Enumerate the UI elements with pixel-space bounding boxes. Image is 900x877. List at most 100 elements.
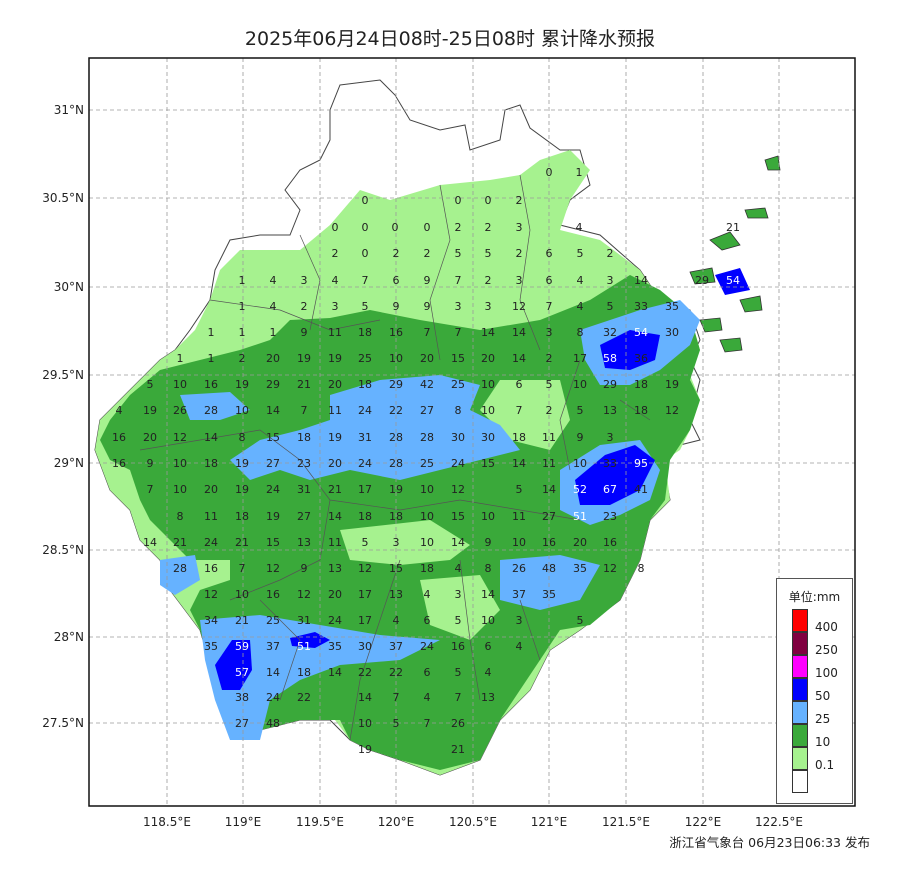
rain-area-blue [600,330,660,370]
station-value: 11 [542,457,556,470]
rain-area-blue5 [715,268,750,295]
station-value: 8 [577,326,584,339]
legend-label: 10 [815,735,831,749]
station-value: 19 [266,510,280,523]
station-value: 24 [328,614,342,627]
station-value: 95 [634,457,648,470]
station-value: 9 [424,274,431,287]
station-value: 28 [420,431,434,444]
station-value: 7 [424,717,431,730]
station-value: 37 [512,588,526,601]
y-tick-label: 31°N [54,103,84,117]
station-value: 14 [451,536,465,549]
station-value: 10 [235,404,249,417]
station-value: 19 [358,743,372,756]
station-value: 5 [362,536,369,549]
station-value: 32 [603,326,617,339]
station-value: 17 [358,614,372,627]
station-value: 9 [424,300,431,313]
station-value: 10 [420,483,434,496]
station-value: 14 [542,483,556,496]
station-value: 3 [607,431,614,444]
map-frame [88,57,856,807]
station-value: 3 [455,300,462,313]
station-value: 54 [634,326,648,339]
station-value: 3 [332,300,339,313]
station-value: 14 [512,326,526,339]
station-value: 31 [297,614,311,627]
station-value: 31 [297,483,311,496]
station-value: 20 [420,352,434,365]
station-value: 0 [362,194,369,207]
station-value: 0 [362,247,369,260]
station-value: 19 [235,483,249,496]
station-value: 4 [270,300,277,313]
station-value: 4 [577,274,584,287]
y-axis-ticks: 31°N 30.5°N 30°N 29.5°N 29°N 28.5°N 28°N 27.5°N [42,103,84,730]
station-value: 28 [389,431,403,444]
station-value: 13 [328,562,342,575]
station-value: 57 [235,666,249,679]
station-value: 10 [420,510,434,523]
station-value: 14 [204,431,218,444]
station-value: 19 [235,457,249,470]
station-value: 14 [328,510,342,523]
station-value: 7 [546,300,553,313]
station-value: 11 [328,404,342,417]
station-value: 41 [634,483,648,496]
station-value: 19 [665,378,679,391]
station-value: 7 [362,274,369,287]
station-value: 10 [573,378,587,391]
station-value: 20 [204,483,218,496]
station-value: 24 [420,640,434,653]
legend-label: 25 [815,712,831,726]
station-value: 8 [638,562,645,575]
island-group [689,155,781,353]
station-value: 0 [332,221,339,234]
station-value: 18 [235,510,249,523]
station-value: 2 [393,247,400,260]
station-value: 14 [358,691,372,704]
station-value: 20 [573,536,587,549]
station-value: 1 [270,326,277,339]
station-value: 30 [451,431,465,444]
station-value: 7 [455,691,462,704]
station-value: 15 [451,510,465,523]
station-value: 27 [235,717,249,730]
station-value: 9 [301,326,308,339]
station-value: 48 [266,717,280,730]
station-value: 38 [235,691,249,704]
station-value: 22 [297,691,311,704]
station-value: 26 [512,562,526,575]
rain-area-light-blue6 [200,615,440,740]
station-value: 11 [328,536,342,549]
station-value: 25 [358,352,372,365]
station-value: 27 [297,510,311,523]
station-value: 10 [173,378,187,391]
station-value: 27 [542,510,556,523]
legend-swatch [792,770,808,793]
station-value: 15 [451,352,465,365]
legend-item: 0.1 [777,747,852,772]
station-value: 18 [634,378,648,391]
station-value: 15 [266,431,280,444]
station-value: 21 [235,536,249,549]
station-value: 3 [516,221,523,234]
station-value: 4 [332,274,339,287]
station-value: 6 [424,614,431,627]
station-value: 1 [208,326,215,339]
station-value: 16 [112,457,126,470]
x-tick-label: 122.5°E [755,815,803,829]
station-value: 14 [481,326,495,339]
station-value: 5 [546,378,553,391]
station-value: 51 [297,640,311,653]
station-value: 19 [235,378,249,391]
station-value: 25 [420,457,434,470]
station-value: 67 [603,483,617,496]
station-value: 13 [603,404,617,417]
station-value: 11 [512,510,526,523]
station-value: 3 [455,588,462,601]
station-value: 7 [455,274,462,287]
station-value: 20 [328,378,342,391]
station-value: 30 [481,431,495,444]
